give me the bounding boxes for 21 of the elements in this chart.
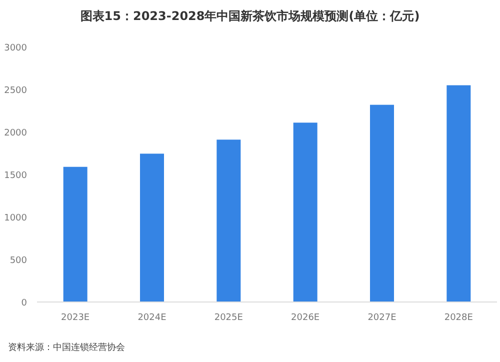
x-tick-label: 2024E xyxy=(138,313,167,323)
x-tick-label: 2028E xyxy=(444,313,474,323)
y-tick-label: 500 xyxy=(10,256,28,266)
bar xyxy=(293,122,318,302)
bar xyxy=(370,104,394,302)
y-tick-label: 0 xyxy=(21,298,28,308)
bar xyxy=(140,154,164,302)
bar xyxy=(63,166,88,302)
y-tick-label: 3000 xyxy=(4,44,28,54)
x-tick-label: 2026E xyxy=(291,313,320,323)
x-tick-label: 2025E xyxy=(214,313,244,323)
chart-title: 图表15：2023-2028年中国新茶饮市场规模预测(单位：亿元) xyxy=(80,9,420,23)
y-tick-label: 1500 xyxy=(4,171,28,181)
bar xyxy=(216,140,241,302)
bar xyxy=(446,85,471,302)
x-tick-label: 2023E xyxy=(61,313,90,323)
y-tick-label: 2500 xyxy=(4,86,28,96)
x-tick-label: 2027E xyxy=(368,313,397,323)
y-tick-label: 2000 xyxy=(4,128,28,138)
text: 资料来源：中国连锁经营协会 xyxy=(8,342,125,353)
y-tick-label: 1000 xyxy=(4,214,28,224)
